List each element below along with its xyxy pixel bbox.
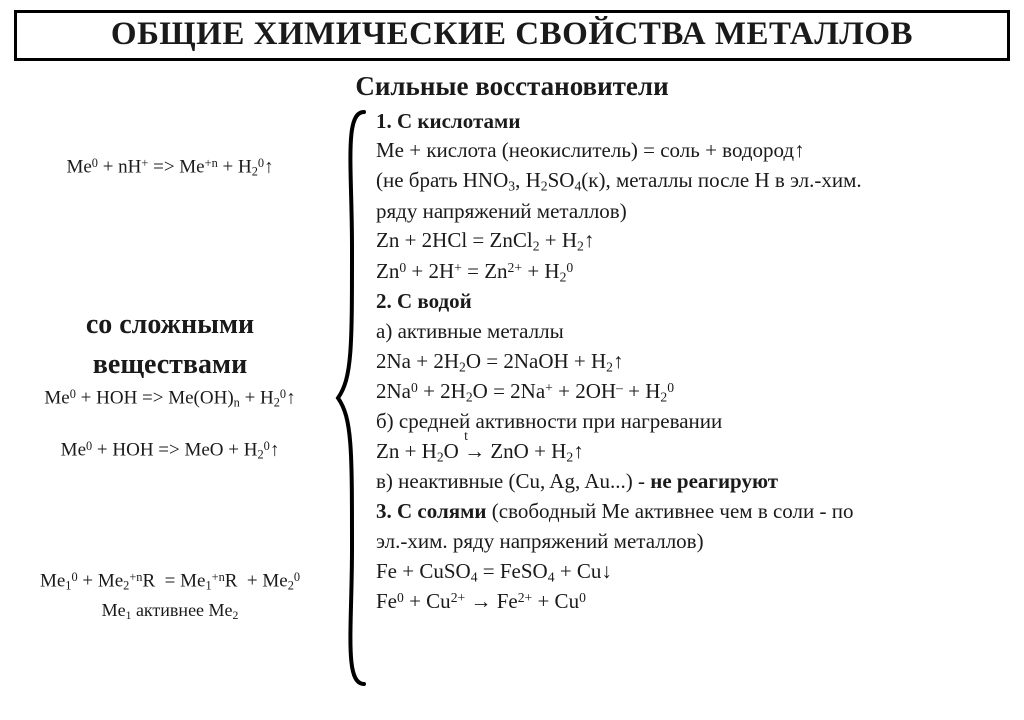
- r2d: б) средней активности при нагревании: [376, 408, 1010, 436]
- r3c: Fe0 + Cu2+ → Fe2+ + Cu0: [376, 588, 1010, 616]
- left-eq-3: Me0 + HOH => MeO + H20↑: [14, 439, 326, 462]
- r3a: эл.-хим. ряду напряжений металлов): [376, 528, 1010, 556]
- page: ОБЩИЕ ХИМИЧЕСКИЕ СВОЙСТВА МЕТАЛЛОВ Сильн…: [0, 0, 1024, 720]
- content-row: Me0 + nH+ => Me+n + H20↑ со сложными вещ…: [14, 108, 1010, 708]
- left-eq-2: Me0 + HOH => Me(OH)n + H20↑: [14, 387, 326, 410]
- left-heading-line1: со сложными: [14, 309, 326, 341]
- left-column: Me0 + nH+ => Me+n + H20↑ со сложными вещ…: [14, 108, 334, 708]
- section-1-heading: 1. С кислотами: [376, 109, 520, 133]
- right-column: 1. С кислотами Me + кислота (неокислител…: [370, 108, 1010, 708]
- main-title: ОБЩИЕ ХИМИЧЕСКИЕ СВОЙСТВА МЕТАЛЛОВ: [14, 10, 1010, 61]
- r2f: в) неактивные (Cu, Ag, Au...) - не реаги…: [376, 468, 1010, 496]
- r1e: Zn0 + 2H+ = Zn2+ + H20: [376, 258, 1010, 286]
- section-2-heading: 2. С водой: [376, 289, 472, 313]
- curly-brace: [334, 108, 370, 708]
- left-eq-4: Me10 + Me2+nR = Me1+nR + Me20: [14, 570, 326, 593]
- subtitle: Сильные восстановители: [14, 71, 1010, 102]
- r1b: (не брать HNO3, H2SO4(к), металлы после …: [376, 167, 1010, 195]
- r2b: 2Na + 2H2O = 2NaOH + H2↑: [376, 348, 1010, 376]
- r1a: Me + кислота (неокислитель) = соль + вод…: [376, 137, 1010, 165]
- r1d: Zn + 2HCl = ZnCl2 + H2↑: [376, 227, 1010, 255]
- r3b: Fe + CuSO4 = FeSO4 + Cu↓: [376, 558, 1010, 586]
- r2c: 2Na0 + 2H2O = 2Na+ + 2OH– + H20: [376, 378, 1010, 406]
- left-note: Me1 активнее Me2: [14, 600, 326, 622]
- section-3-heading-line: 3. С солями (свободный Me активнее чем в…: [376, 498, 1010, 526]
- r2e: Zn + H2O →t ZnO + H2↑: [376, 438, 1010, 466]
- section-3-heading: 3. С солями: [376, 499, 487, 523]
- left-heading-line2: веществами: [14, 349, 326, 381]
- r1c: ряду напряжений металлов): [376, 198, 1010, 226]
- r2a: а) активные металлы: [376, 318, 1010, 346]
- left-eq-1: Me0 + nH+ => Me+n + H20↑: [14, 156, 326, 179]
